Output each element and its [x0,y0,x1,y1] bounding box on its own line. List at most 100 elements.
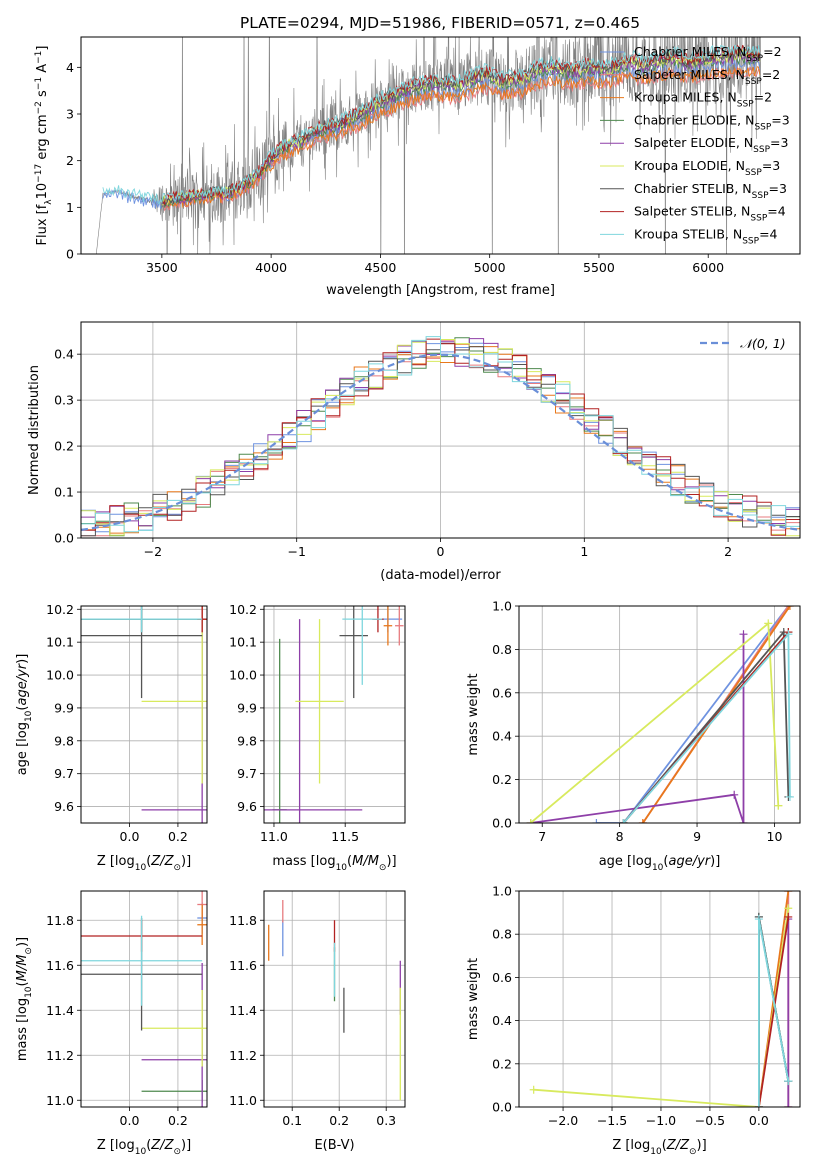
label-part: Chabrier STELIB, N [634,181,752,196]
legend-label: Kroupa STELIB, NSSP=4 [634,226,778,246]
mass_vs_Z-ylabel: mass [log10(M/M⊙)] [15,937,34,1061]
residuals-xtick-label: 1 [580,544,588,559]
residuals-ylabel: Normed distribution [27,365,42,495]
label-part: )] [181,854,191,869]
label-part: ] [35,46,50,51]
age_vs_mass-ytick-label: 10.0 [229,668,257,683]
label-part: =2 [754,90,772,105]
weight_vs_age-xtick-label: 8 [616,829,624,844]
age_vs_Z-frame [80,605,208,824]
weight_vs_Z-series-line [758,916,790,1107]
label-part: ⊙ [173,863,181,873]
panels: 3500 4000 4500 5000 5500 6000 0 1 2 3 4 wavelength … [15,36,801,1157]
residuals-reference-curve [81,353,800,531]
label-part: )] [386,854,396,869]
weight_vs_age-marker [785,792,794,801]
weight_vs_age-xtick-label: 10 [767,829,783,844]
label-part: =3 [770,135,788,150]
label-part: ( [347,854,352,869]
label-part: 10 [336,863,348,873]
label-part: 10 [135,863,147,873]
label-part: A [35,64,50,77]
age_vs_Z-xtick-label: 0.0 [120,829,140,844]
label-part: Chabrier ELODIE, N [634,112,754,127]
label-part: SSP [752,191,769,201]
weight_vs_age-xtick-label: 7 [538,829,546,844]
label-part: )] [15,654,30,664]
spectrum-ytick-label: 0 [66,247,74,262]
residuals-ytick-label: 0.2 [54,439,74,454]
label-part: )] [710,854,720,869]
label-part: ⊙ [173,1147,181,1157]
label-part: age [log [599,854,652,869]
weight_vs_Z-marker [784,1077,793,1086]
label-part: 10 [652,863,664,873]
label-part: mass [log [15,998,30,1061]
label-part: 10 [650,1147,662,1157]
spectrum-data-line [96,37,762,254]
age_vs_Z-ytick-label: 10.2 [46,602,74,617]
label-part: λ [44,199,54,205]
weight_vs_age-marker [592,819,601,823]
mass_vs_EBV-xtick-label: 0.3 [376,1113,396,1128]
label-part: E(B-V) [314,1138,354,1153]
weight_vs_Z-ytick-label: 0.6 [492,970,512,985]
mass_vs_Z-ytick-label: 11.8 [46,913,74,928]
weight_vs_Z-marker [784,904,793,913]
label-part: =3 [762,158,780,173]
mass_vs_EBV-ytick-label: 11.6 [229,958,257,973]
residuals-xtick-label: −1 [287,544,305,559]
label-part: )] [697,1138,707,1153]
weight_vs_age-marker [730,790,739,799]
residuals-ytick-label: 0.0 [54,531,74,546]
weight_vs_age-frame [518,605,801,824]
mass_vs_EBV-panel: 0.1 0.2 0.3 11.0 11.2 11.4 11.6 11.8 E(B-V) [229,890,406,1153]
label-part: ⊙ [24,947,34,955]
weight_vs_Z-ylabel: mass weight [466,958,481,1040]
spectrum-frame [80,36,801,255]
weight_vs_Z-marker [754,1103,763,1107]
spectrum-ytick-label: 2 [66,153,74,168]
age_vs_Z-plot-area [81,606,207,823]
weight_vs_Z-marker [784,891,793,895]
mass_vs_Z-frame [80,890,208,1108]
label-part: −1 [34,77,44,90]
spectrum-xlabel: wavelength [Angstrom, rest frame] [326,283,555,298]
residuals-xlabel: (data-model)/error [380,568,501,583]
residuals-legend-label: 𝒩(0, 1) [740,336,786,351]
weight_vs_Z-marker [754,915,763,924]
age_vs_Z-ytick-label: 9.8 [54,733,74,748]
spectrum-panel: 3500 4000 4500 5000 5500 6000 0 1 2 3 4 wavelength … [34,36,801,298]
mass_vs_EBV-plot-area [268,900,401,1101]
weight_vs_age-ytick-label: 0.6 [492,685,512,700]
weight_vs_Z-xtick-label: −0.5 [695,1113,725,1128]
mass_vs_Z-ytick-label: 11.0 [46,1093,74,1108]
mass_vs_EBV-ytick-label: 11.2 [229,1048,257,1063]
label-part: ( [662,1138,667,1153]
age_vs_Z-ytick-label: 10.1 [46,635,74,650]
weight_vs_Z-ytick-label: 0.8 [492,927,512,942]
age_vs_Z-ytick-label: 9.6 [54,799,74,814]
spectrum-xtick-label: 6000 [692,260,724,275]
label-part: s [35,90,50,101]
label-part: 10 [135,1147,147,1157]
weight_vs_Z-marker [784,1103,793,1107]
label-part: SSP [742,236,759,246]
label-part: 10 [35,183,50,200]
weight_vs_age-marker [764,619,773,628]
spectrum-ytick-label: 4 [66,60,74,75]
spectrum-plot-area [96,37,762,254]
label-part: Z [log [97,1138,135,1153]
mass_vs_EBV-ytick-label: 11.8 [229,913,257,928]
label-part: Salpeter STELIB, N [634,204,750,219]
label-part: Salpeter ELODIE, N [634,135,753,150]
age_vs_mass-ytick-label: 9.7 [237,766,257,781]
legend-label: Kroupa MILES, NSSP=2 [634,90,772,110]
weight_vs_Z-frame [518,890,801,1108]
age_vs_mass-panel: 11.0 11.5 9.6 9.7 9.8 9.9 10.0 10.1 10.2 mass [lo… [229,602,406,873]
label-part: −17 [34,164,44,183]
label-part: ( [663,854,668,869]
label-part: ( [15,706,30,711]
age_vs_Z-ytick-label: 10.0 [46,668,74,683]
legend-label: Chabrier STELIB, NSSP=3 [634,181,787,201]
